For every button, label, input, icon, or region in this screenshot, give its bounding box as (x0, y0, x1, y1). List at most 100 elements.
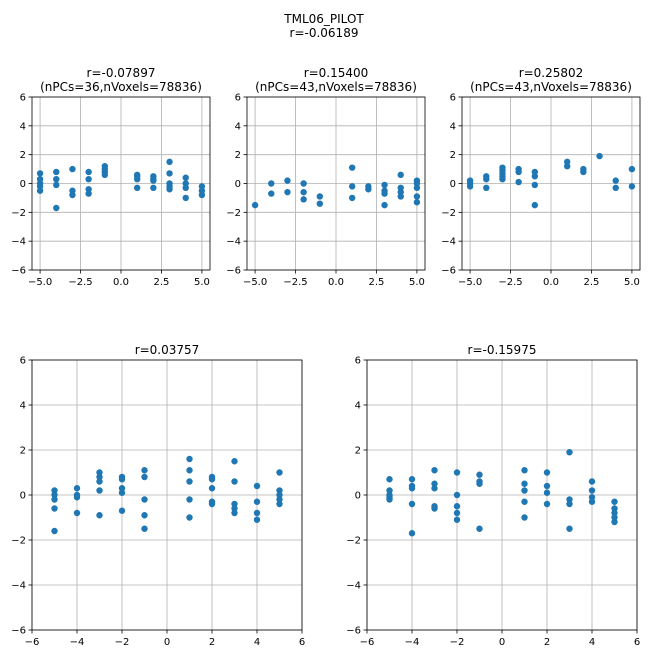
y-tick-label: −6 (346, 626, 361, 637)
data-point (515, 168, 522, 176)
data-point (186, 514, 193, 521)
data-point (73, 494, 81, 501)
data-point (96, 473, 103, 481)
data-point (531, 181, 539, 189)
data-point (453, 491, 461, 499)
data-point (85, 175, 92, 183)
x-tick-label: −6 (25, 637, 40, 648)
scatter-panel-4: −6 −4 −2 0 2 4 6 −6 −4 −2 0 2 4 6 r=0.03757 (11, 343, 305, 648)
plot-title-line: (nPCs=43,nVoxels=78836) (255, 80, 417, 94)
data-point (431, 467, 438, 474)
data-point (51, 496, 58, 503)
data-point (276, 500, 283, 508)
y-tick-label: 2 (450, 150, 456, 161)
suptitle-line-2: r=-0.06189 (289, 26, 359, 40)
data-point (231, 505, 238, 512)
y-tick-label: 2 (20, 150, 26, 161)
data-point (531, 173, 539, 180)
x-tick-label: 6 (634, 637, 640, 648)
plot-title-line: r=0.15400 (304, 66, 369, 80)
x-tick-label: −2 (115, 637, 130, 648)
data-point (150, 177, 157, 184)
x-tick-label: 2 (209, 637, 215, 648)
suptitle-line-1: TML06_PILOT (284, 12, 364, 26)
x-tick-label: 0 (164, 637, 170, 648)
data-point (251, 201, 259, 209)
data-point (566, 500, 573, 508)
data-point (483, 175, 490, 183)
y-tick-label: 4 (355, 401, 361, 412)
data-point (316, 200, 324, 207)
data-point (521, 514, 528, 521)
data-point (521, 467, 528, 474)
plot-title-line: r=-0.15975 (468, 343, 537, 357)
x-tick-label: −2 (450, 637, 465, 648)
data-point (101, 171, 109, 179)
y-tick-label: −6 (226, 266, 241, 277)
data-point (51, 527, 58, 535)
y-tick-label: 2 (355, 446, 361, 457)
y-tick-label: −2 (441, 208, 456, 219)
data-point (381, 181, 388, 189)
x-tick-label: 6 (299, 637, 305, 648)
data-point (381, 201, 388, 209)
x-tick-label: 5.0 (624, 277, 640, 288)
data-point (386, 496, 393, 503)
data-point (69, 165, 76, 173)
data-point (413, 184, 421, 192)
data-point (231, 500, 238, 508)
y-tick-label: 0 (235, 179, 241, 190)
x-tick-label: −4 (405, 637, 420, 648)
x-tick-label: 0 (499, 637, 505, 648)
y-tick-label: −4 (226, 237, 241, 248)
data-point (253, 509, 261, 517)
y-tick-label: 0 (20, 491, 26, 502)
y-tick-label: 0 (355, 491, 361, 502)
data-point (208, 500, 216, 508)
x-tick-label: 2.5 (369, 277, 385, 288)
x-tick-label: 0.0 (113, 277, 129, 288)
x-tick-label: −5.0 (458, 277, 482, 288)
data-point (231, 478, 238, 485)
data-point (316, 193, 324, 200)
plot-title-line: r=0.25802 (519, 66, 584, 80)
data-point (566, 496, 573, 503)
data-point (588, 487, 596, 494)
data-point (186, 496, 193, 503)
y-tick-label: −2 (11, 208, 26, 219)
data-point (431, 485, 438, 492)
data-point (276, 469, 283, 476)
data-point (466, 183, 474, 190)
y-tick-label: −4 (346, 581, 361, 592)
data-point (36, 187, 44, 194)
data-point (397, 171, 404, 179)
data-point (408, 476, 416, 483)
data-point (300, 196, 307, 203)
data-point (141, 512, 148, 519)
figure-suptitle: TML06_PILOT r=-0.06189 (0, 12, 648, 40)
data-point (51, 505, 58, 512)
data-point (96, 469, 103, 476)
data-point (36, 170, 44, 177)
y-tick-label: 2 (20, 446, 26, 457)
data-point (73, 485, 81, 492)
data-point (543, 469, 551, 476)
x-tick-label: 5.0 (194, 277, 210, 288)
data-point (85, 168, 92, 176)
data-point (118, 507, 126, 514)
data-point (566, 525, 573, 532)
data-point (73, 509, 81, 517)
data-point (85, 190, 92, 197)
data-point (453, 469, 461, 476)
data-point (563, 163, 571, 170)
data-point (453, 509, 461, 517)
data-point (483, 184, 490, 192)
data-point (381, 190, 388, 197)
data-point (141, 467, 148, 474)
data-point (96, 478, 103, 485)
data-point (611, 518, 618, 526)
data-point (166, 170, 173, 177)
scatter-panel-2: −5.0 −2.5 0.0 2.5 5.0 −6 −4 −2 0 2 4 6 r=0.15400(nPC… (226, 66, 426, 288)
plot-title-line: (nPCs=36,nVoxels=78836) (40, 80, 202, 94)
data-point (253, 516, 261, 523)
